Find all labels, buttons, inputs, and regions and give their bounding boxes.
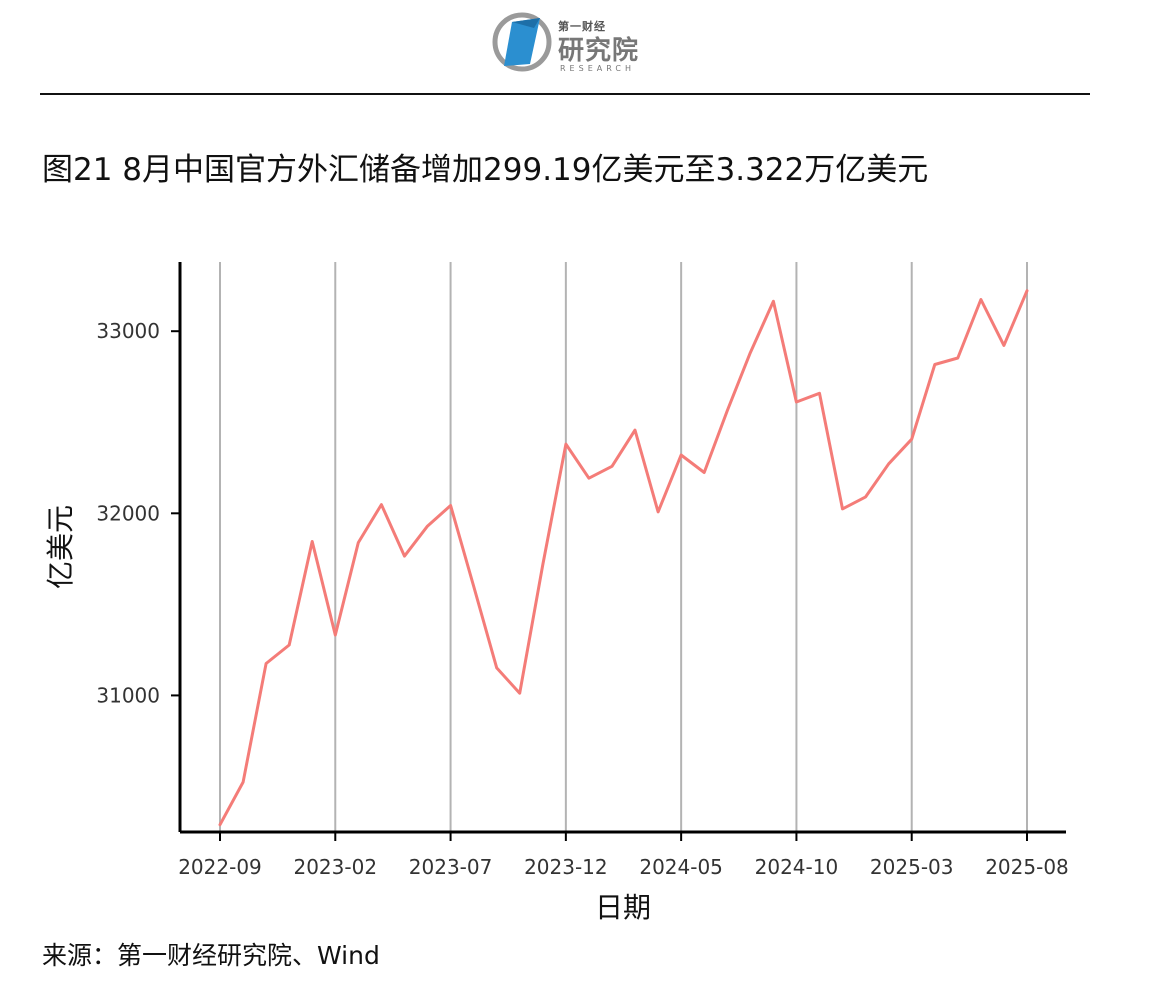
y-tick-label: 31000: [96, 683, 160, 707]
y-tick-label: 33000: [96, 319, 160, 343]
header-divider: [40, 93, 1090, 95]
logo-text-main: 研究院: [558, 36, 640, 66]
logo: 第一财经 研究院 RESEARCH: [490, 8, 690, 78]
logo-text-small: 第一财经: [558, 20, 606, 33]
x-tick-label: 2023-02: [293, 855, 377, 879]
y-axis-title: 亿美元: [44, 505, 77, 589]
x-tick-label: 2024-05: [639, 855, 723, 879]
chart-title: 图21 8月中国官方外汇储备增加299.19亿美元至3.322万亿美元: [42, 152, 929, 188]
y-tick-label: 32000: [96, 501, 160, 525]
x-tick-label: 2023-12: [524, 855, 608, 879]
logo-text-sub: RESEARCH: [560, 64, 635, 73]
x-tick-label: 2022-09: [178, 855, 262, 879]
source-note: 来源：第一财经研究院、Wind: [42, 941, 380, 970]
tick-labels: 2022-09 2023-02 2023-07 2023-12 2024-05 2024-…: [96, 319, 1068, 879]
x-axis-title: 日期: [595, 891, 651, 924]
logo-emblem-icon: [492, 12, 552, 72]
grid-lines: [219, 262, 1028, 832]
x-tick-label: 2025-03: [870, 855, 954, 879]
series-line: [218, 289, 1029, 827]
series-layer: [218, 289, 1029, 827]
axes: [171, 262, 1066, 841]
x-tick-label: 2024-10: [755, 855, 839, 879]
x-tick-label: 2025-08: [985, 855, 1069, 879]
x-tick-label: 2023-07: [409, 855, 493, 879]
